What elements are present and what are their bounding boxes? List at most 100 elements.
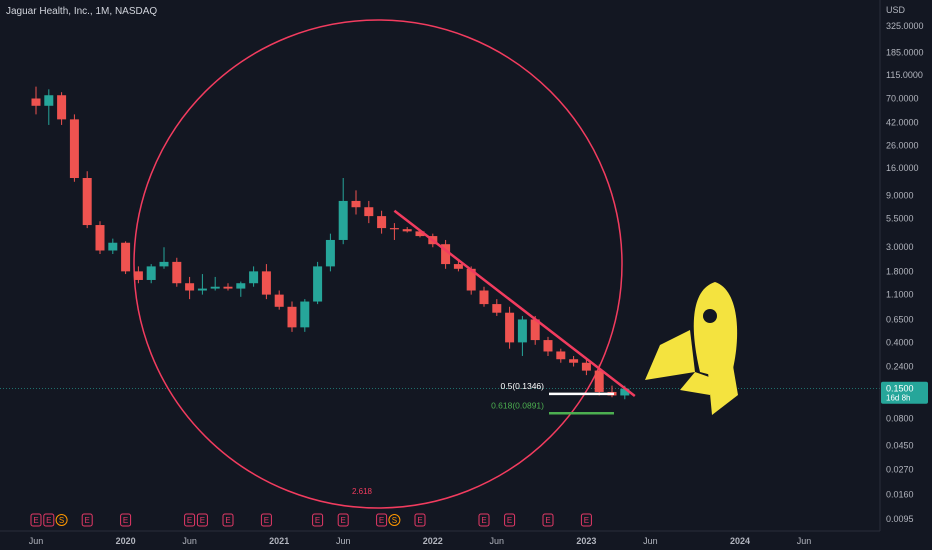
price-axis[interactable]: USD 325.0000 185.0000 115.0000 70.0000 42.000… xyxy=(879,0,932,550)
candle xyxy=(338,177,348,245)
svg-text:E: E xyxy=(507,516,512,525)
candle xyxy=(389,223,399,240)
svg-text:E: E xyxy=(481,516,486,525)
candle xyxy=(197,274,207,295)
svg-text:E: E xyxy=(545,516,550,525)
earnings-event-marker: E xyxy=(478,513,490,527)
candle xyxy=(581,359,591,376)
price-axis-bg xyxy=(880,0,932,550)
price-axis-unit: USD xyxy=(886,5,906,15)
price-tick-label: 0.6500 xyxy=(886,314,914,324)
price-tick-label: 42.0000 xyxy=(886,118,919,128)
svg-text:E: E xyxy=(315,516,320,525)
candle xyxy=(351,190,361,215)
candle xyxy=(31,86,41,115)
trendline xyxy=(393,209,636,397)
svg-text:E: E xyxy=(33,516,38,525)
candle xyxy=(517,315,527,356)
time-tick-label: 2024 xyxy=(730,536,750,546)
candle xyxy=(210,276,220,291)
svg-text:S: S xyxy=(59,516,64,525)
svg-text:E: E xyxy=(379,516,384,525)
earnings-event-marker: E xyxy=(184,513,196,527)
svg-text:E: E xyxy=(417,516,422,525)
time-axis[interactable]: Jun 2020 Jun 2021 Jun 2022 Jun 2023 Jun 2024 Jun xyxy=(0,530,880,546)
candle xyxy=(556,348,566,363)
candle xyxy=(274,290,284,310)
price-tick-label: 5.5000 xyxy=(886,214,914,224)
time-tick-label: Jun xyxy=(182,536,197,546)
candle xyxy=(607,385,617,398)
split-event-marker: S xyxy=(55,514,68,526)
price-tick-label: 3.0000 xyxy=(886,242,914,252)
candle xyxy=(223,283,233,291)
time-tick-label: Jun xyxy=(797,536,812,546)
time-tick-label: Jun xyxy=(643,536,658,546)
earnings-event-marker: E xyxy=(260,513,272,527)
price-tick-label: 0.0800 xyxy=(886,413,914,423)
candle xyxy=(133,266,143,284)
fib-circle[interactable]: 2.618 xyxy=(133,19,623,509)
price-tick-label: 1.8000 xyxy=(886,266,914,276)
price-tick-label: 0.0450 xyxy=(886,441,914,451)
price-tick-label: 115.0000 xyxy=(886,70,923,80)
svg-text:0.1500: 0.1500 xyxy=(886,384,914,394)
candle xyxy=(261,264,271,300)
earnings-event-marker: E xyxy=(43,513,55,527)
time-tick-label: Jun xyxy=(490,536,505,546)
price-tick-label: 0.2400 xyxy=(886,362,914,372)
candle xyxy=(569,355,579,367)
chart-title: Jaguar Health, Inc., 1M, NASDAQ xyxy=(6,6,158,17)
candle xyxy=(69,114,79,182)
candle xyxy=(57,92,67,125)
earnings-event-marker: E xyxy=(542,513,554,527)
candle xyxy=(492,299,502,316)
earnings-event-marker: E xyxy=(414,513,426,527)
candle xyxy=(325,233,335,272)
candle xyxy=(172,257,182,287)
svg-text:E: E xyxy=(341,516,346,525)
candle xyxy=(95,221,105,254)
candle xyxy=(402,227,412,233)
earnings-event-marker: E xyxy=(222,513,234,527)
candle xyxy=(441,239,451,269)
time-tick-label: Jun xyxy=(336,536,351,546)
price-tick-label: 26.0000 xyxy=(886,140,919,150)
svg-text:E: E xyxy=(584,516,589,525)
earnings-event-marker: E xyxy=(30,513,42,527)
earnings-event-marker: E xyxy=(120,513,132,527)
candle xyxy=(82,171,92,229)
price-tick-label: 1.1000 xyxy=(886,290,914,300)
price-tick-label: 185.0000 xyxy=(886,48,924,58)
candles xyxy=(31,86,630,400)
earnings-event-marker: E xyxy=(312,513,324,527)
fib-circle-shape xyxy=(133,19,623,509)
price-tick-label: 9.0000 xyxy=(886,190,914,200)
svg-text:E: E xyxy=(187,516,192,525)
svg-text:E: E xyxy=(85,516,90,525)
candle xyxy=(377,210,387,234)
time-tick-label: 2020 xyxy=(116,536,136,546)
candle xyxy=(287,301,297,332)
time-tick-label: Jun xyxy=(29,536,44,546)
fib-level-label: 0.618(0.0891) xyxy=(491,400,544,410)
candle xyxy=(236,281,246,297)
drawings[interactable]: 0.5(0.1346) 0.618(0.0891) xyxy=(393,209,636,415)
candle xyxy=(300,299,310,332)
candle xyxy=(505,306,515,349)
rocket-icon xyxy=(645,282,738,415)
svg-text:E: E xyxy=(123,516,128,525)
time-tick-label: 2021 xyxy=(269,536,289,546)
svg-text:E: E xyxy=(200,516,205,525)
candle xyxy=(159,247,169,269)
candle xyxy=(249,266,259,287)
candle xyxy=(121,241,131,275)
candle xyxy=(146,264,156,284)
candle xyxy=(479,286,489,307)
candle xyxy=(185,276,195,300)
svg-text:16d 8h: 16d 8h xyxy=(886,394,910,403)
candle xyxy=(453,259,463,272)
split-event-marker: S xyxy=(388,514,401,526)
